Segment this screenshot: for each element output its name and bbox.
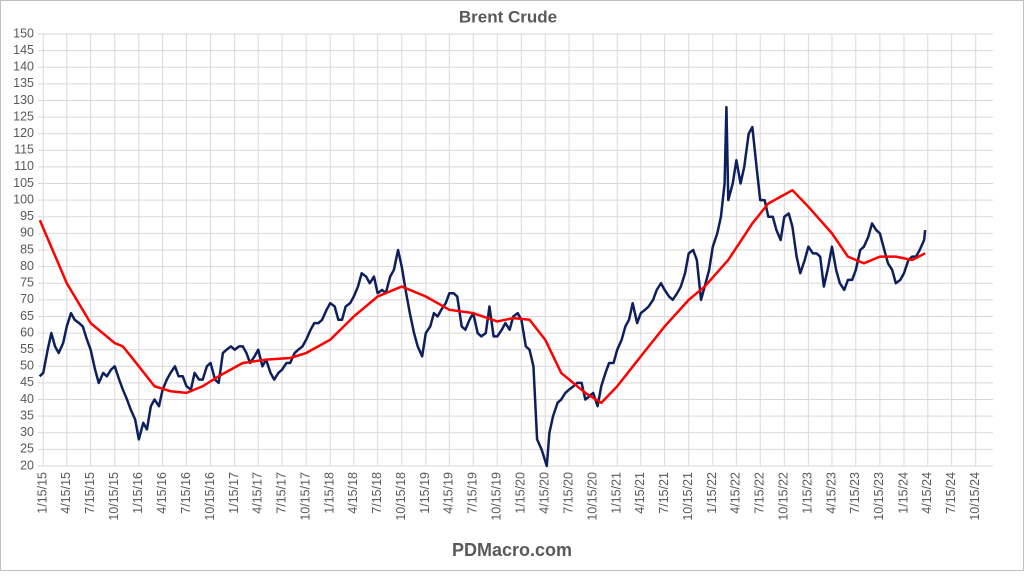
- y-tick-label: 115: [14, 143, 34, 157]
- x-tick-label: 10/15/24: [968, 472, 982, 521]
- y-tick-label: 135: [13, 76, 34, 90]
- x-tick-label: 7/15/18: [370, 472, 384, 514]
- y-tick-label: 130: [13, 93, 34, 107]
- y-tick-label: 150: [13, 26, 34, 40]
- y-tick-label: 145: [13, 43, 34, 57]
- x-tick-label: 10/15/19: [490, 472, 504, 521]
- x-tick-label: 4/15/24: [920, 472, 934, 514]
- y-tick-label: 25: [20, 442, 34, 456]
- y-tick-label: 35: [20, 408, 34, 422]
- x-tick-label: 7/15/20: [561, 472, 575, 514]
- footer: PDMacro.com: [452, 540, 572, 560]
- x-tick-label: 4/15/18: [346, 472, 360, 514]
- y-tick-label: 20: [20, 458, 34, 472]
- y-tick-label: 85: [20, 242, 34, 256]
- x-tick-label: 10/15/16: [203, 472, 217, 521]
- x-tick-label: 7/15/19: [466, 472, 480, 514]
- x-tick-label: 1/15/20: [514, 472, 528, 514]
- x-tick-label: 7/15/21: [657, 472, 671, 514]
- x-tick-label: 1/15/24: [896, 472, 910, 514]
- x-tick-label: 4/15/17: [251, 472, 265, 514]
- y-tick-label: 95: [20, 209, 34, 223]
- data-line: [38, 188, 926, 405]
- x-tick-label: 1/15/17: [227, 472, 241, 514]
- y-tick-label: 120: [13, 126, 34, 140]
- y-tick-label: 140: [13, 60, 34, 74]
- x-tick-label: 7/15/17: [274, 472, 288, 514]
- x-tick-label: 1/15/22: [705, 472, 719, 514]
- y-tick-label: 100: [13, 192, 34, 206]
- x-tick-label: 10/15/23: [872, 472, 886, 521]
- x-tick-label: 4/15/16: [155, 472, 169, 514]
- y-tick-label: 80: [20, 259, 34, 273]
- y-tick-label: 45: [20, 375, 34, 389]
- y-tick-label: 110: [14, 159, 34, 173]
- x-tick-label: 1/15/15: [36, 472, 50, 514]
- y-tick-label: 90: [20, 226, 34, 240]
- y-tick-label: 70: [20, 292, 34, 306]
- x-tick-label: 10/15/15: [107, 472, 121, 521]
- x-tick-label: 1/15/23: [801, 472, 815, 514]
- y-tick-label: 105: [13, 176, 34, 190]
- x-tick-label: 7/15/15: [83, 472, 97, 514]
- chart-title: Brent Crude: [459, 7, 557, 26]
- x-tick-label: 10/15/21: [681, 472, 695, 521]
- x-tick-label: 4/15/20: [538, 472, 552, 514]
- x-tick-label: 1/15/18: [323, 472, 337, 514]
- x-tick-label: 1/15/21: [610, 472, 624, 514]
- x-tick-label: 10/15/18: [394, 472, 408, 521]
- x-tick-label: 10/15/17: [298, 472, 312, 521]
- x-tick-label: 4/15/15: [59, 472, 73, 514]
- x-tick-label: 4/15/19: [442, 472, 456, 514]
- y-tick-label: 125: [13, 109, 34, 123]
- y-tick-label: 75: [20, 276, 34, 290]
- y-tick-label: 30: [20, 425, 34, 439]
- data-line: [38, 105, 927, 468]
- y-tick-label: 50: [20, 359, 34, 373]
- y-tick-label: 40: [20, 392, 34, 406]
- x-tick-label: 7/15/16: [179, 472, 193, 514]
- x-tick-label: 10/15/20: [585, 472, 599, 521]
- x-tick-label: 7/15/22: [753, 472, 767, 514]
- y-tick-label: 65: [20, 309, 34, 323]
- x-tick-label: 10/15/22: [777, 472, 791, 521]
- x-tick-label: 4/15/21: [633, 472, 647, 514]
- x-tick-label: 7/15/23: [848, 472, 862, 514]
- x-tick-label: 1/15/19: [418, 472, 432, 514]
- x-tick-label: 4/15/22: [729, 472, 743, 514]
- y-tick-label: 60: [20, 325, 34, 339]
- x-tick-label: 4/15/23: [824, 472, 838, 514]
- x-tick-label: 1/15/16: [131, 472, 145, 514]
- x-tick-label: 7/15/24: [944, 472, 958, 514]
- y-tick-label: 55: [20, 342, 34, 356]
